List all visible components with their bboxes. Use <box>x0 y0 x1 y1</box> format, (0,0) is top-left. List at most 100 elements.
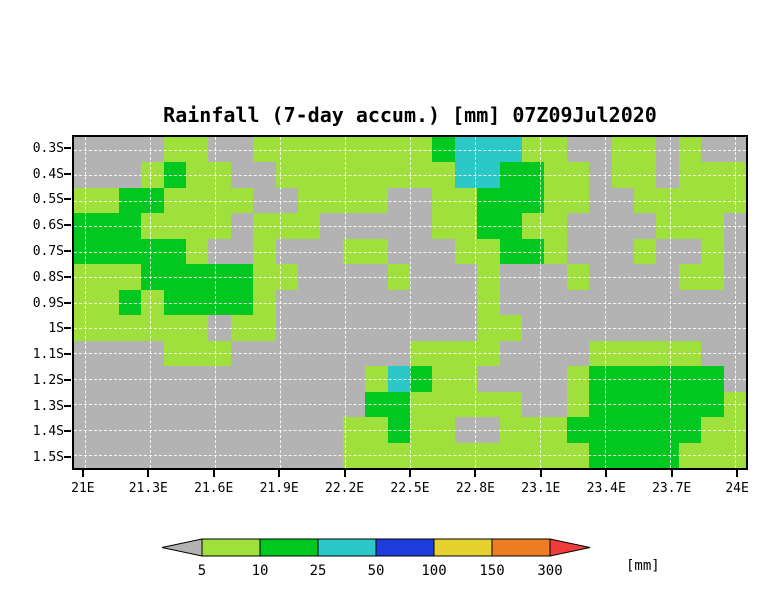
grid-cell <box>678 137 702 163</box>
grid-cell <box>342 417 366 443</box>
grid-cell <box>365 264 388 290</box>
grid-cell <box>701 340 724 367</box>
grid-cell <box>409 213 433 239</box>
grid-cell <box>454 213 478 239</box>
y-tick <box>64 456 71 459</box>
grid-cell <box>141 162 164 188</box>
grid-cell <box>678 442 702 468</box>
grid-cell <box>141 213 164 239</box>
grid-cell <box>320 340 343 367</box>
grid-cell <box>230 264 254 290</box>
grid-cell <box>185 137 209 163</box>
y-tick <box>64 301 71 304</box>
x-tick <box>474 470 477 477</box>
grid-cell <box>387 442 410 468</box>
grid-cell <box>118 264 142 290</box>
colorbar-value-label: 25 <box>310 563 327 579</box>
grid-cell <box>611 187 634 214</box>
grid-cell <box>96 289 119 316</box>
grid-cell <box>141 315 164 341</box>
grid-cell <box>297 162 321 188</box>
grid-cell <box>701 442 724 468</box>
grid-cell <box>96 213 119 239</box>
grid-cell <box>678 391 702 418</box>
grid-cell <box>499 187 522 214</box>
grid-cell <box>499 289 522 316</box>
grid-cell <box>454 417 478 443</box>
grid-cell <box>723 264 746 290</box>
grid-cell <box>342 391 366 418</box>
grid-cell <box>320 264 343 290</box>
grid-cell <box>477 187 500 214</box>
y-tick <box>64 249 71 252</box>
grid-cell <box>230 137 254 163</box>
grid-cell <box>185 315 209 341</box>
grid-cell <box>297 213 321 239</box>
y-tick-label: 1S <box>48 321 64 337</box>
grid-cell <box>633 213 657 239</box>
grid-cell <box>454 442 478 468</box>
grid-cell <box>297 315 321 341</box>
grid-cell <box>656 366 679 392</box>
grid-cell <box>387 289 410 316</box>
grid-cell <box>74 442 97 468</box>
grid-cell <box>163 289 186 316</box>
colorbar-value-label: 300 <box>537 563 562 579</box>
grid-cell <box>365 137 388 163</box>
grid-cell <box>387 315 410 341</box>
grid-cell <box>208 238 231 265</box>
grid-cell <box>275 417 298 443</box>
grid-cell <box>297 366 321 392</box>
grid-cell <box>611 162 634 188</box>
grid-cell <box>656 442 679 468</box>
grid-cell <box>185 238 209 265</box>
grid-cell <box>678 340 702 367</box>
grid-cell <box>589 391 612 418</box>
grid-cell <box>208 213 231 239</box>
grid-cell <box>432 264 455 290</box>
grid-cell <box>96 238 119 265</box>
y-tick <box>64 146 71 149</box>
grid-cell <box>611 238 634 265</box>
grid-cell <box>320 213 343 239</box>
grid-cell <box>633 442 657 468</box>
grid-cell <box>589 366 612 392</box>
grid-cell <box>387 264 410 290</box>
grid-cell <box>320 417 343 443</box>
grid-cell <box>589 264 612 290</box>
x-tick-label: 23.1E <box>521 481 561 496</box>
grid-cell <box>387 391 410 418</box>
grid-cell <box>208 417 231 443</box>
x-tick <box>670 470 673 477</box>
grid-cell <box>566 162 590 188</box>
grid-cell <box>74 366 97 392</box>
x-tick-label: 22.5E <box>390 481 430 496</box>
grid-cell <box>365 187 388 214</box>
grid-cell <box>499 264 522 290</box>
grid-cell <box>118 238 142 265</box>
y-tick-label: 1.2S <box>32 372 64 388</box>
grid-cell <box>589 137 612 163</box>
grid-cell <box>185 187 209 214</box>
grid-cell <box>409 162 433 188</box>
y-tick <box>64 224 71 227</box>
grid-cell <box>589 315 612 341</box>
grid-cell <box>342 366 366 392</box>
grid-cell <box>633 289 657 316</box>
grid-cell <box>723 366 746 392</box>
grid-cell <box>678 238 702 265</box>
grid-cell <box>253 289 276 316</box>
grid-cell <box>544 238 567 265</box>
grid-cell <box>275 442 298 468</box>
grid-cell <box>723 238 746 265</box>
grid-cell <box>678 366 702 392</box>
grid-cell <box>141 391 164 418</box>
y-tick <box>64 353 71 356</box>
grid-cell <box>454 238 478 265</box>
grid-cell <box>589 340 612 367</box>
grid-cell <box>409 137 433 163</box>
grid-cell <box>723 315 746 341</box>
grid-cell <box>521 238 545 265</box>
grid-cell <box>521 391 545 418</box>
grid-cell <box>678 187 702 214</box>
